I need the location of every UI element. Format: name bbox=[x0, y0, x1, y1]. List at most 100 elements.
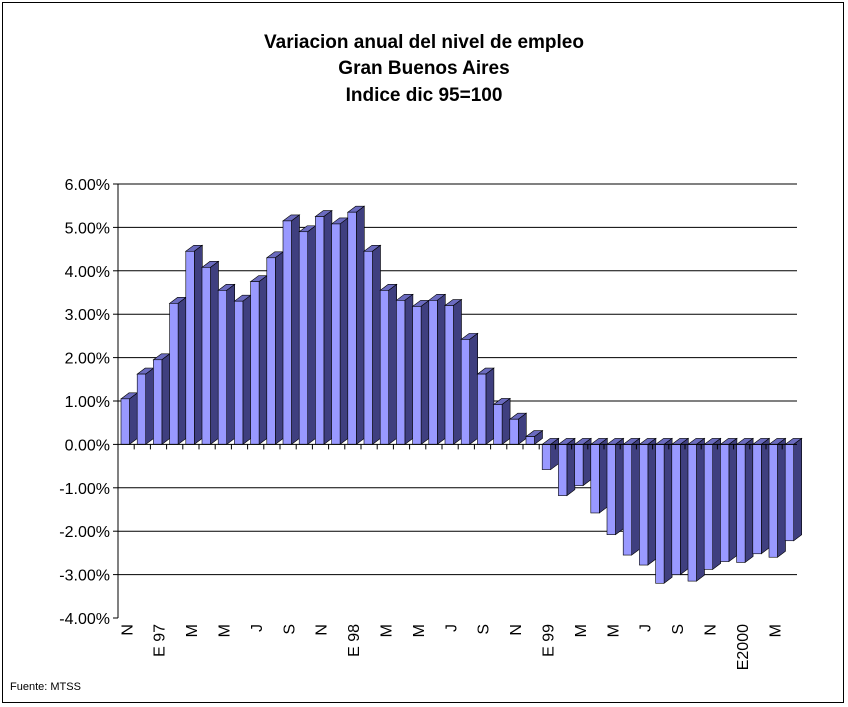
bar bbox=[379, 283, 398, 445]
bar-front-face bbox=[720, 444, 730, 562]
y-tick-label: 0.00% bbox=[65, 437, 110, 454]
bar-side-face bbox=[177, 296, 187, 445]
bar-front-face bbox=[541, 444, 552, 470]
bar-side-face bbox=[242, 294, 252, 445]
y-tick-label: -1.00% bbox=[59, 481, 110, 498]
bar bbox=[346, 205, 366, 445]
bar bbox=[606, 437, 625, 536]
bar-front-face bbox=[477, 373, 487, 445]
chart-title-line-2: Gran Buenos Aires bbox=[338, 58, 509, 79]
bar-front-face bbox=[347, 211, 357, 445]
bar-side-face bbox=[307, 225, 317, 445]
bar-front-face bbox=[315, 216, 325, 445]
bar bbox=[492, 397, 512, 445]
bar-front-face bbox=[250, 281, 260, 445]
bar-front-face bbox=[687, 444, 697, 582]
bar bbox=[233, 294, 252, 445]
source-note: Fuente: MTSS bbox=[10, 681, 81, 693]
bar-side-face bbox=[291, 214, 300, 445]
bar-side-face bbox=[760, 437, 770, 555]
bar bbox=[427, 293, 447, 445]
bar-front-face bbox=[282, 220, 292, 445]
x-tick-label: N bbox=[314, 624, 331, 636]
bar-front-face bbox=[671, 444, 681, 575]
chart-title-line-3: Indice dic 95=100 bbox=[346, 85, 503, 106]
bar-front-face bbox=[234, 300, 244, 445]
bar bbox=[314, 209, 333, 445]
bar-side-face bbox=[485, 367, 495, 445]
bar bbox=[508, 412, 528, 445]
bar-side-face bbox=[129, 392, 138, 445]
bar-front-face bbox=[525, 436, 535, 445]
bar-front-face bbox=[590, 444, 600, 514]
x-tick-label: J bbox=[249, 624, 266, 632]
bar-front-face bbox=[120, 398, 130, 445]
bar bbox=[589, 437, 609, 514]
x-tick-label: M bbox=[573, 624, 590, 637]
bar-front-face bbox=[768, 444, 778, 558]
bar-front-face bbox=[655, 444, 665, 584]
bar-front-face bbox=[331, 223, 341, 445]
bar bbox=[184, 244, 204, 445]
bar bbox=[719, 437, 738, 563]
bar-front-face bbox=[639, 444, 649, 566]
y-tick-label: -3.00% bbox=[59, 568, 110, 585]
bar-front-face bbox=[185, 250, 195, 445]
x-tick-label: N bbox=[702, 624, 719, 636]
y-tick-label: 5.00% bbox=[65, 220, 110, 237]
bar-front-face bbox=[412, 306, 422, 445]
bar-side-face bbox=[339, 217, 349, 445]
x-tick-label: J bbox=[638, 624, 655, 632]
bar bbox=[476, 367, 495, 445]
bar bbox=[751, 437, 771, 555]
bar-front-face bbox=[460, 339, 471, 445]
y-tick-label: 1.00% bbox=[65, 394, 110, 411]
bar-side-face bbox=[793, 437, 803, 542]
bar-front-face bbox=[379, 290, 390, 445]
bar bbox=[784, 437, 803, 542]
x-tick-label: E 97 bbox=[152, 624, 169, 657]
bars bbox=[120, 205, 803, 584]
bar-front-face bbox=[266, 257, 276, 445]
x-tick-label: E2000 bbox=[735, 624, 752, 670]
bar bbox=[654, 437, 673, 584]
bar-front-face bbox=[622, 444, 633, 556]
bar bbox=[395, 293, 414, 445]
bar bbox=[557, 437, 576, 497]
bar-side-face bbox=[615, 437, 624, 536]
bar-side-face bbox=[744, 437, 754, 564]
bar-front-face bbox=[752, 444, 762, 555]
x-tick-label: M bbox=[378, 624, 395, 637]
bar-side-face bbox=[501, 397, 511, 445]
x-tick-label: M bbox=[216, 624, 233, 637]
x-tick-label: N bbox=[508, 624, 525, 636]
bar-front-face bbox=[201, 267, 211, 445]
x-tick-label: J bbox=[443, 624, 460, 632]
bar bbox=[638, 437, 657, 566]
y-tick-label: 6.00% bbox=[65, 177, 110, 194]
bar bbox=[298, 225, 317, 445]
x-tick-label: S bbox=[670, 624, 687, 635]
bar bbox=[120, 392, 139, 445]
bar bbox=[687, 437, 706, 582]
bar-front-face bbox=[558, 444, 568, 496]
y-tick-label: 4.00% bbox=[65, 264, 110, 281]
bar bbox=[622, 437, 641, 556]
x-tick-label: S bbox=[476, 624, 493, 635]
bar-side-face bbox=[777, 437, 786, 558]
bar-side-face bbox=[566, 437, 576, 497]
bar-side-face bbox=[647, 437, 657, 566]
y-tick-label: 3.00% bbox=[65, 307, 110, 324]
bar-front-face bbox=[574, 444, 584, 486]
chart-title-line-1: Variacion anual del nivel de empleo bbox=[264, 32, 584, 53]
bar-side-face bbox=[388, 283, 398, 445]
bar-side-face bbox=[145, 367, 154, 445]
y-tick-label: -4.00% bbox=[59, 611, 110, 628]
bar bbox=[573, 437, 592, 487]
bar-front-face bbox=[493, 404, 503, 445]
bar-side-face bbox=[323, 209, 333, 445]
bar-side-face bbox=[712, 437, 722, 570]
bar bbox=[525, 429, 544, 445]
bar-side-face bbox=[210, 260, 219, 445]
bar-front-face bbox=[363, 250, 373, 445]
